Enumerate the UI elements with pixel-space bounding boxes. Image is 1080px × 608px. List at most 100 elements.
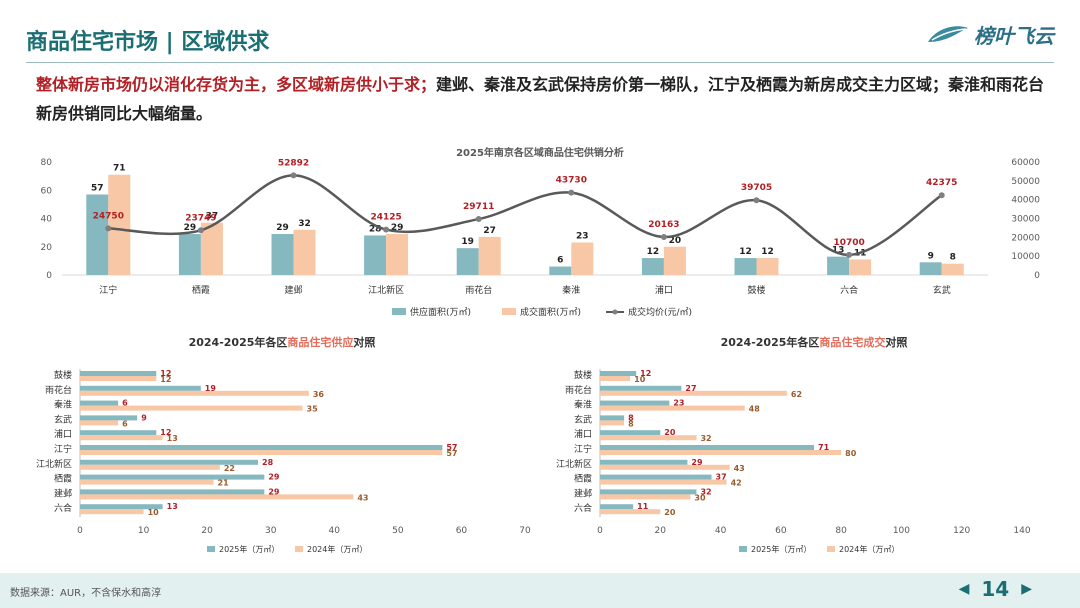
supply-label-2024: 36 (313, 390, 325, 399)
supply-bar-label: 12 (739, 247, 752, 257)
supply-bar (641, 258, 664, 275)
supply-label-2025: 19 (205, 384, 217, 393)
category-label: 六合 (840, 284, 858, 296)
deal-legend-2025: 2025年（万㎡） (751, 544, 811, 554)
brand-logo: 榜叶飞云 (926, 20, 1054, 49)
price-point (846, 251, 853, 258)
title-part: 对照 (885, 335, 907, 349)
supply-label-2025: 9 (141, 413, 147, 422)
supply-x-tick-label: 20 (201, 526, 213, 536)
deal-label-2024: 42 (731, 479, 742, 488)
summary-highlight: 整体新房市场仍以消化存货为主，多区域新房供小于求； (36, 75, 437, 94)
supply-bar-2024 (80, 390, 309, 396)
supply-bar-2025 (80, 489, 265, 495)
deal-category-label: 秦淮 (574, 399, 592, 411)
supply-bar (919, 262, 942, 275)
deal-label-2024: 20 (664, 508, 676, 517)
legend-swatch-price-dot (612, 309, 618, 315)
deal-bar-2025 (600, 400, 670, 406)
supply-bar-2025 (80, 504, 163, 510)
price-point (105, 225, 112, 232)
deal-bar-label: 12 (761, 247, 774, 257)
price-point (383, 226, 390, 233)
y2-tick-label: 10000 (1011, 252, 1040, 262)
deal-bar (478, 236, 501, 275)
supply-bar-2024 (80, 435, 163, 441)
supply-category-label: 鼓楼 (54, 369, 72, 381)
deal-chart-title: 2024-2025年各区商品住宅成交对照 (721, 335, 908, 349)
supply-bar-2024 (80, 494, 354, 500)
legend-swatch-supply (392, 308, 406, 315)
y-tick-label: 0 (46, 271, 52, 281)
price-label: 24125 (370, 213, 401, 223)
category-label: 鼓楼 (747, 284, 765, 296)
deal-bar-label: 27 (483, 226, 496, 236)
deal-bar (663, 246, 686, 275)
supply-chart-title: 2024-2025年各区商品住宅供应对照 (189, 335, 376, 349)
deal-category-label: 鼓楼 (574, 369, 592, 381)
supply-bar-label: 12 (647, 247, 660, 257)
deal-bar-2025 (600, 489, 697, 495)
supply-label-2025: 57 (446, 443, 457, 452)
deal-bar (849, 259, 872, 275)
deal-bar-label: 37 (206, 212, 219, 222)
prev-page-icon[interactable]: ◀ (958, 581, 970, 597)
supply-legend-2024: 2024年（万㎡） (307, 544, 367, 554)
deal-label-2025: 23 (673, 399, 684, 408)
y2-tick-label: 40000 (1011, 196, 1040, 206)
supply-bar-label: 29 (276, 223, 289, 233)
deal-legend-swatch-2024 (827, 546, 835, 552)
deal-bar-2025 (600, 385, 682, 391)
supply-bar-2024 (80, 405, 303, 411)
deal-label-2025: 11 (637, 502, 649, 511)
deal-bar-2024 (600, 464, 730, 470)
deal-category-label: 江宁 (574, 443, 592, 455)
supply-label-2024: 43 (357, 493, 368, 502)
price-point (475, 216, 482, 223)
deal-bar-label: 8 (950, 253, 956, 263)
y2-tick-label: 0 (1034, 271, 1040, 281)
deal-bar-2024 (600, 509, 661, 515)
supply-label-2024: 10 (148, 508, 160, 517)
deal-category-label: 浦口 (574, 428, 592, 440)
deal-x-tick-label: 100 (893, 526, 910, 536)
supply-bar-2025 (80, 371, 157, 376)
price-label: 52892 (278, 158, 309, 168)
deal-category-label: 雨花台 (565, 384, 592, 396)
deal-label-2025: 71 (818, 443, 830, 452)
brand-name: 榜叶飞云 (974, 24, 1054, 48)
deal-label-2025: 20 (664, 428, 676, 437)
supply-label-2024: 57 (446, 449, 457, 458)
legend-price: 成交均价(元/㎡) (628, 306, 692, 318)
legend-deal: 成交面积(万㎡) (520, 306, 581, 318)
deal-category-label: 玄武 (574, 413, 592, 425)
supply-bar-2025 (80, 474, 265, 480)
category-label: 建邺 (284, 284, 302, 296)
deal-bar (941, 263, 964, 275)
supply-bar-label: 6 (557, 256, 563, 266)
deal-bar (386, 234, 409, 275)
supply-bar-2025 (80, 445, 443, 450)
supply-label-2025: 12 (160, 428, 171, 437)
next-page-icon[interactable]: ▶ (1021, 581, 1032, 597)
supply-category-label: 江宁 (54, 443, 72, 455)
price-label: 20163 (648, 220, 679, 230)
deal-category-label: 栖霞 (574, 473, 592, 485)
supply-bar-2025 (80, 400, 119, 406)
supply-bar-label: 29 (184, 223, 197, 233)
deal-label-2025: 29 (691, 458, 703, 467)
deal-legend-swatch-2025 (739, 546, 747, 552)
supply-label-2025: 13 (167, 502, 178, 511)
deal-label-2024: 10 (634, 375, 646, 384)
supply-legend-swatch-2024 (295, 546, 303, 552)
supply-legend-2025: 2025年（万㎡） (219, 544, 279, 554)
supply-label-2025: 12 (160, 369, 171, 378)
summary-text: 整体新房市场仍以消化存货为主，多区域新房供小于求；建邺、秦淮及玄武保持房价第一梯… (36, 70, 1056, 128)
supply-category-label: 浦口 (54, 428, 72, 440)
supply-label-2024: 22 (224, 464, 235, 473)
supply-bar-2024 (80, 376, 157, 381)
category-label: 江北新区 (368, 284, 404, 296)
deal-category-label: 建邺 (574, 487, 592, 499)
supply-x-tick-label: 60 (456, 526, 468, 536)
